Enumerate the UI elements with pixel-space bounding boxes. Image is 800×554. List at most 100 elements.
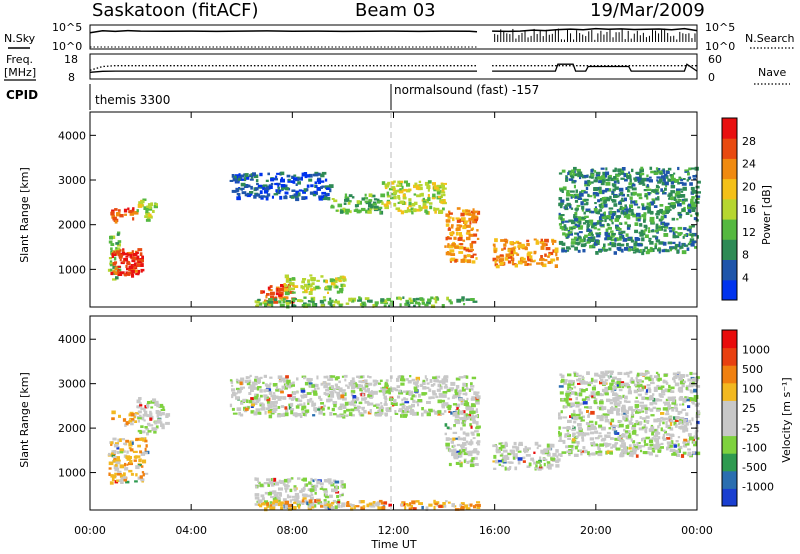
velocity-cell: [459, 463, 463, 468]
power-cell: [416, 194, 421, 198]
velocity-cell: [250, 405, 254, 408]
velocity-cell: [297, 477, 301, 480]
power-cell: [581, 209, 584, 212]
power-cell: [322, 296, 326, 299]
power-cell: [315, 185, 318, 188]
velocity-cell: [370, 395, 374, 398]
power-cell: [677, 196, 680, 199]
velocity-cell: [606, 450, 611, 454]
velocity-cell: [284, 385, 288, 390]
velocity-cell: [391, 390, 394, 393]
velocity-cell: [324, 495, 330, 499]
velocity-cell: [462, 410, 466, 414]
power-cell: [687, 205, 692, 210]
velocity-cell: [330, 394, 335, 398]
power-cell: [425, 210, 429, 215]
power-cell: [648, 240, 652, 242]
velocity-cell: [323, 375, 328, 379]
power-cell: [598, 186, 602, 191]
power-cell: [602, 171, 606, 176]
velocity-cell: [695, 451, 701, 456]
power-cell: [436, 184, 441, 187]
velocity-cell: [647, 387, 651, 391]
velocity-cell: [361, 408, 365, 411]
power-cell: [336, 300, 340, 305]
velocity-cell: [272, 383, 278, 387]
power-cell: [569, 172, 573, 176]
power-cell: [683, 227, 687, 231]
velocity-cell: [641, 426, 646, 429]
velocity-cell: [155, 410, 160, 414]
velocity-cell: [443, 410, 447, 413]
velocity-cell: [340, 394, 345, 399]
velocity-cell: [316, 375, 319, 380]
velocity-cell: [609, 401, 613, 405]
velocity-colorbar-swatch: [722, 347, 737, 366]
power-cell: [359, 303, 365, 306]
velocity-cell: [323, 490, 328, 493]
power-cell: [655, 167, 659, 170]
velocity-cell: [645, 396, 650, 400]
power-cell: [660, 188, 663, 192]
velocity-cell: [630, 438, 633, 442]
power-cell: [413, 304, 416, 307]
power-cell: [284, 288, 288, 292]
power-cell: [289, 300, 294, 304]
velocity-cell: [277, 397, 282, 401]
cpid-segment-1: themis 3300: [95, 93, 170, 107]
velocity-cell: [682, 380, 687, 384]
time-tick-label: 08:00: [276, 524, 308, 537]
velocity-cell: [350, 380, 353, 383]
power-cell: [412, 298, 416, 302]
velocity-cell: [475, 414, 479, 418]
velocity-cell: [574, 391, 578, 396]
velocity-cell: [627, 374, 630, 378]
power-cell: [262, 290, 265, 294]
velocity-cell: [628, 420, 632, 424]
velocity-cell: [235, 396, 240, 400]
velocity-cell: [111, 417, 115, 421]
power-cell: [615, 226, 620, 230]
velocity-cell: [310, 483, 313, 487]
velocity-cell: [509, 449, 515, 452]
velocity-cell: [411, 378, 416, 382]
power-cell: [145, 218, 151, 222]
power-cell: [399, 200, 405, 204]
velocity-ylabel: Slant Range [km]: [18, 372, 31, 468]
velocity-cell: [245, 376, 249, 380]
velocity-cell: [495, 445, 498, 450]
power-cell: [649, 241, 654, 245]
velocity-cell: [548, 451, 551, 454]
power-cell: [631, 187, 637, 191]
velocity-colorbar-tick: 1000: [742, 344, 770, 357]
power-cell: [399, 303, 402, 307]
power-cell: [575, 208, 578, 212]
velocity-cell: [691, 381, 695, 385]
velocity-cell: [471, 376, 477, 380]
power-cell: [656, 168, 661, 171]
power-cell: [688, 167, 692, 171]
velocity-cell: [449, 388, 454, 392]
velocity-cell: [475, 408, 478, 413]
velocity-cell: [473, 505, 476, 509]
velocity-cell: [330, 483, 335, 487]
power-cell: [418, 205, 421, 209]
velocity-cell: [275, 385, 279, 390]
power-cell: [249, 178, 254, 181]
velocity-cell: [313, 387, 317, 392]
power-cell: [667, 241, 673, 245]
power-cell: [296, 191, 299, 195]
velocity-cell: [680, 454, 685, 458]
power-cell: [407, 304, 411, 307]
power-regions: [107, 166, 701, 309]
power-cell: [590, 231, 593, 234]
power-cell: [625, 206, 628, 209]
power-cell: [693, 217, 698, 221]
velocity-cell: [445, 442, 450, 447]
velocity-cell: [285, 375, 289, 379]
freq-label-2: [MHz]: [4, 66, 36, 79]
velocity-cell: [668, 384, 671, 389]
velocity-cell: [663, 373, 668, 377]
power-cell: [476, 210, 481, 215]
velocity-cell: [594, 421, 598, 425]
